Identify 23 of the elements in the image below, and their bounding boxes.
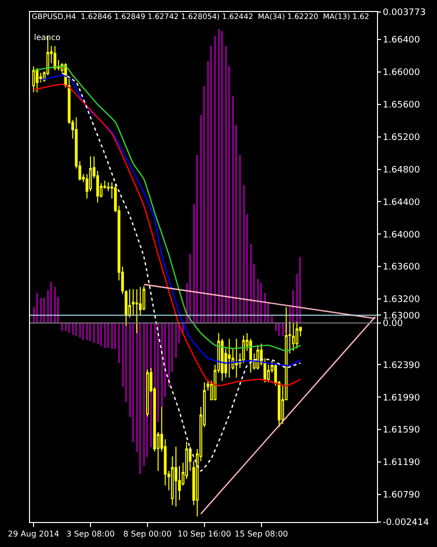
y-tick-label: 1.64400 bbox=[382, 198, 420, 208]
x-tick-label: 15 Sep 08:00 bbox=[234, 530, 288, 539]
x-tick-label: 10 Sep 16:00 bbox=[178, 530, 232, 539]
y-tick-label: 1.63600 bbox=[382, 262, 420, 273]
y-tick-label: 1.64800 bbox=[382, 165, 420, 176]
y-tick-label: 1.65200 bbox=[382, 133, 420, 144]
y-tick-label: 1.60790 bbox=[382, 490, 420, 501]
y2-tick-label: -0.002414 bbox=[382, 518, 430, 528]
y2-tick-label: 0.003773 bbox=[382, 8, 426, 18]
y2-tick-label: 0.00 bbox=[382, 319, 404, 330]
x-tick-label: 3 Sep 08:00 bbox=[66, 530, 115, 539]
y-tick-label: 1.61990 bbox=[382, 393, 420, 404]
y-tick-label: 1.61190 bbox=[382, 458, 420, 468]
y-tick-label: 1.61590 bbox=[382, 426, 420, 436]
y-tick-label: 1.62390 bbox=[382, 360, 420, 371]
x-tick-label: 29 Aug 2014 bbox=[8, 530, 60, 539]
y-tick-label: 1.66000 bbox=[382, 68, 420, 78]
y-tick-label: 1.64000 bbox=[382, 230, 420, 240]
x-tick-label: 8 Sep 00:00 bbox=[123, 530, 172, 539]
y-tick-label: 1.65600 bbox=[382, 100, 420, 111]
y-tick-label: 1.66400 bbox=[382, 36, 420, 46]
text: leanco bbox=[34, 33, 61, 42]
y-tick-label: 1.63200 bbox=[382, 295, 420, 306]
